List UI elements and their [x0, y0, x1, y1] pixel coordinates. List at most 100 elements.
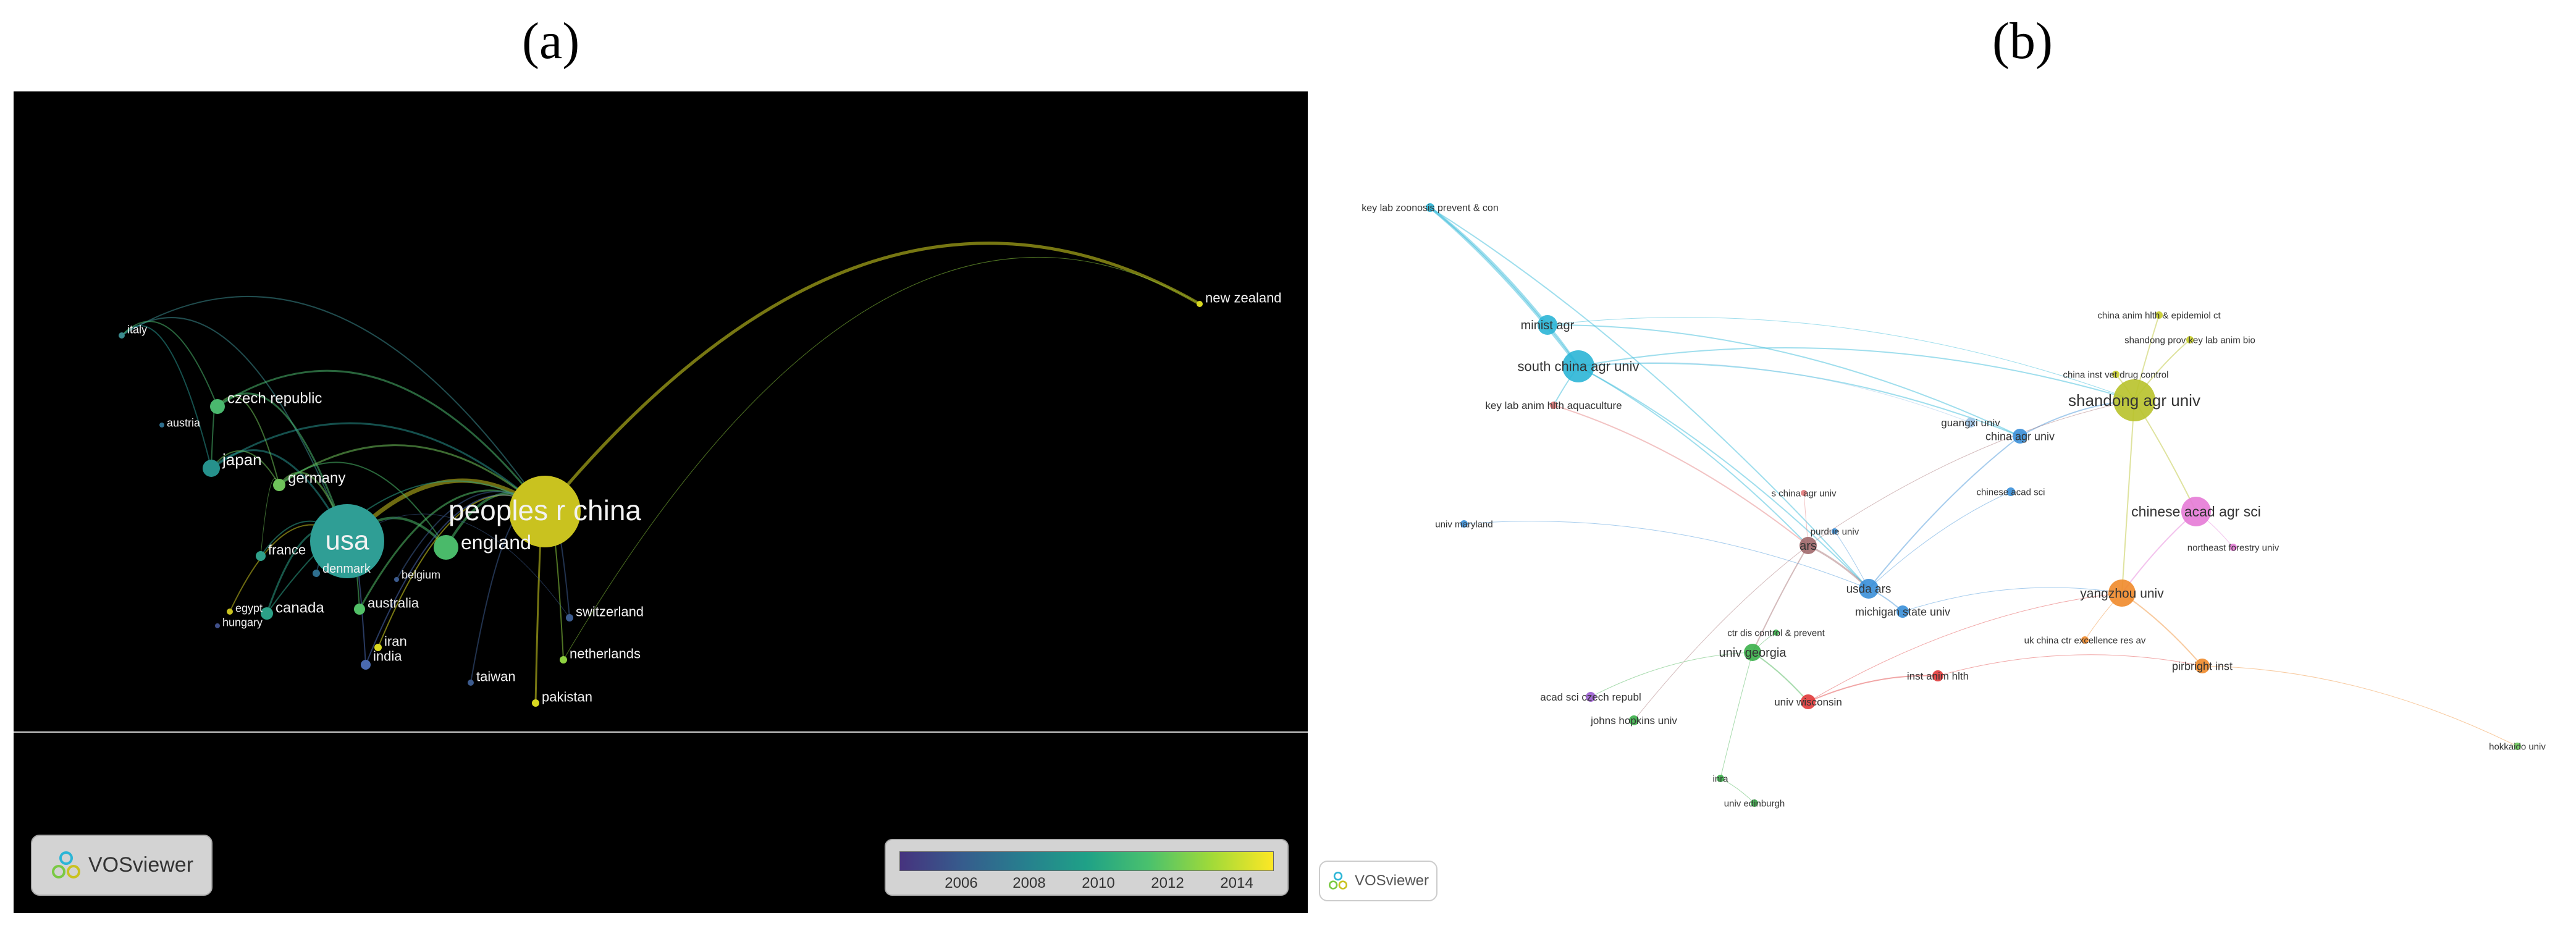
country-node[interactable]	[532, 699, 539, 707]
institution-node[interactable]	[1932, 670, 1943, 681]
network-link	[1808, 592, 2123, 702]
country-node[interactable]	[566, 614, 573, 621]
network-link	[1808, 400, 2135, 546]
institution-label: chinese acad agr sci	[2131, 503, 2261, 520]
network-link	[1808, 675, 1938, 702]
institution-node[interactable]	[2186, 336, 2194, 343]
institution-node[interactable]	[1966, 418, 1976, 428]
country-node[interactable]	[261, 607, 273, 620]
country-label: germany	[288, 470, 345, 486]
country-node[interactable]	[310, 504, 384, 578]
country-node[interactable]	[273, 479, 285, 491]
country-label: india	[373, 649, 402, 664]
vosviewer-badge: VOSviewer	[31, 835, 213, 896]
colorbar-tick: 2012	[1151, 875, 1184, 891]
institution-node[interactable]	[2195, 659, 2210, 673]
institution-node[interactable]	[2006, 487, 2015, 496]
country-label: france	[268, 542, 306, 558]
network-link	[217, 369, 546, 512]
institution-label: ctr dis control & prevent	[1727, 628, 1825, 638]
institution-label: guangxi univ	[1941, 417, 2000, 429]
institution-node[interactable]	[2229, 544, 2237, 551]
institution-node[interactable]	[1801, 490, 1807, 496]
country-node[interactable]	[394, 577, 399, 582]
country-node[interactable]	[374, 644, 382, 651]
network-link	[121, 325, 212, 469]
institution-node[interactable]	[1744, 644, 1761, 661]
institution-label: univ georgia	[1719, 646, 1787, 660]
institution-label: uk china ctr excellence res av	[2024, 635, 2146, 646]
institution-label: purdue univ	[1811, 526, 1859, 537]
country-node[interactable]	[215, 623, 220, 628]
institution-node[interactable]	[1799, 537, 1817, 554]
institution-node[interactable]	[1832, 528, 1838, 534]
institution-label: s china agr univ	[1771, 488, 1837, 499]
institution-node[interactable]	[1717, 775, 1724, 782]
country-node[interactable]	[227, 609, 233, 615]
institution-label: univ wisconsin	[1774, 696, 1842, 708]
country-node[interactable]	[210, 399, 225, 414]
country-node[interactable]	[119, 332, 125, 339]
country-label: denmark	[322, 562, 371, 576]
institution-node[interactable]	[1586, 692, 1596, 702]
institution-node[interactable]	[1801, 694, 1816, 709]
country-node[interactable]	[361, 660, 371, 670]
country-node[interactable]	[313, 570, 320, 577]
network-link	[1578, 366, 1869, 589]
network-link	[2121, 511, 2197, 594]
country-label: australia	[368, 596, 419, 611]
institution-network-panel: key lab zoonosis prevent & con minist agr…	[1313, 91, 2576, 913]
network-link	[1720, 652, 1753, 779]
network-link	[1578, 362, 1971, 423]
institution-node[interactable]	[2081, 636, 2089, 644]
institution-label: china anim hlth & epidemiol ct	[2097, 310, 2221, 321]
institution-node[interactable]	[1538, 315, 1557, 335]
institution-node[interactable]	[1773, 630, 1779, 636]
network-link	[1578, 347, 2135, 401]
institution-node[interactable]	[2181, 497, 2211, 526]
country-node[interactable]	[203, 460, 220, 477]
institution-node[interactable]	[1859, 579, 1879, 599]
network-link	[1547, 324, 2021, 437]
institution-label: shandong agr univ	[2068, 391, 2200, 410]
network-link	[2121, 400, 2135, 594]
institution-node[interactable]	[1629, 715, 1639, 725]
country-node[interactable]	[159, 423, 164, 428]
institution-node[interactable]	[1896, 605, 1909, 618]
colorbar-ticks: 2006 2008 2010 2012 2014	[899, 875, 1273, 891]
country-node[interactable]	[1197, 301, 1203, 307]
network-link	[1808, 544, 1870, 590]
country-node[interactable]	[434, 535, 458, 560]
institution-label: chinese acad sci	[1977, 487, 2045, 497]
network-link	[121, 317, 348, 542]
institution-label: china inst vet drug control	[2063, 369, 2169, 380]
country-label: england	[461, 531, 531, 554]
institution-node[interactable]	[2112, 371, 2119, 378]
country-node[interactable]	[354, 604, 365, 615]
institution-node[interactable]	[2108, 579, 2136, 607]
institution-node[interactable]	[1426, 203, 1434, 212]
institution-label: key lab zoonosis prevent & con	[1362, 203, 1498, 214]
institution-node[interactable]	[1562, 350, 1594, 382]
institution-label: china agr univ	[1985, 430, 2055, 442]
network-link	[1902, 587, 2123, 612]
institution-node[interactable]	[1460, 520, 1468, 528]
institution-label: univ edinburgh	[1724, 798, 1785, 809]
institution-node[interactable]	[1550, 402, 1557, 409]
institution-node[interactable]	[2514, 743, 2521, 750]
institution-node[interactable]	[2155, 311, 2163, 319]
country-node[interactable]	[468, 680, 474, 686]
institution-node[interactable]	[1751, 799, 1758, 807]
country-network-graph: usa peoples r china england italy czech repu…	[119, 242, 1282, 707]
country-label: taiwan	[476, 669, 516, 685]
country-node[interactable]	[560, 656, 567, 663]
country-node[interactable]	[256, 551, 266, 561]
country-node[interactable]	[509, 476, 581, 547]
network-link	[2121, 592, 2203, 667]
country-label: switzerland	[576, 604, 644, 620]
network-link	[1752, 545, 1809, 653]
institution-node[interactable]	[2013, 429, 2027, 444]
institution-node[interactable]	[2113, 379, 2155, 421]
country-label: hungary	[222, 616, 263, 628]
institution-network-graph: key lab zoonosis prevent & con minist agr…	[1362, 203, 2546, 809]
